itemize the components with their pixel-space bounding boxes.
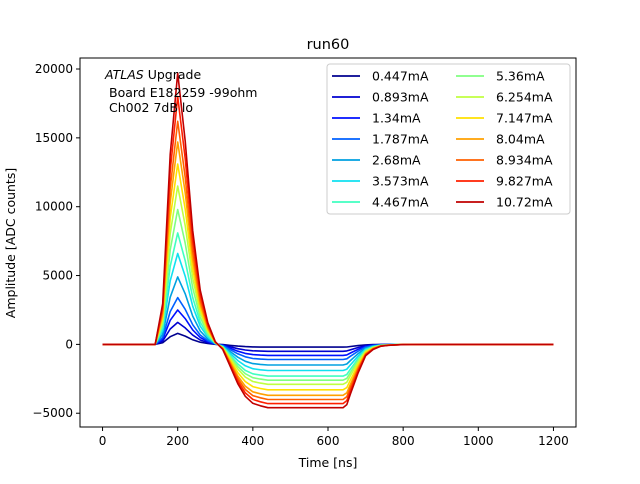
y-axis: −5000 0 5000 10000 15000 20000: [32, 62, 80, 420]
legend-item: 5.36mA: [456, 69, 545, 84]
y-tick-label: 20000: [35, 62, 73, 76]
x-axis: 0 200 400 600 800 1000 1200: [99, 427, 569, 448]
legend-frame: [326, 63, 571, 215]
legend-item: 6.254mA: [456, 90, 553, 105]
legend-item: 10.72mA: [456, 195, 553, 210]
y-tick-label: 15000: [35, 131, 73, 145]
annotation-atlas: ATLAS: [104, 67, 144, 82]
y-tick-label: 5000: [42, 269, 73, 283]
atlas-annotation: ATLAS Upgrade Board E182259 -99ohm Ch002…: [104, 67, 257, 115]
legend-item: 1.34mA: [332, 111, 421, 126]
legend-item: 0.447mA: [332, 69, 429, 84]
legend-label: 1.787mA: [372, 132, 429, 147]
legend-label: 4.467mA: [372, 195, 429, 210]
annotation-upgrade: Upgrade: [144, 67, 202, 82]
annotation-line-2: Board E182259 -99ohm: [109, 85, 257, 100]
y-axis-label: Amplitude [ADC counts]: [3, 168, 18, 318]
legend-label: 0.447mA: [372, 69, 429, 84]
legend-label: 1.34mA: [372, 111, 421, 126]
legend-item: 8.04mA: [456, 132, 545, 147]
legend-item: 7.147mA: [456, 111, 553, 126]
series-group: [102, 72, 554, 409]
x-tick-label: 0: [99, 434, 107, 448]
legend-item: 2.68mA: [332, 153, 421, 168]
legend-item: 4.467mA: [332, 195, 429, 210]
legend-item: 8.934mA: [456, 153, 553, 168]
x-tick-label: 1200: [538, 434, 569, 448]
x-tick-label: 400: [241, 434, 264, 448]
y-tick-label: −5000: [32, 406, 73, 420]
legend: 0.447mA 0.893mA 1.34mA 1.787mA 2.68mA 3.573mA…: [326, 63, 571, 215]
legend-label: 6.254mA: [496, 90, 553, 105]
legend-label: 8.934mA: [496, 153, 553, 168]
y-tick-label: 0: [65, 337, 73, 351]
x-tick-label: 800: [392, 434, 415, 448]
legend-item: 9.827mA: [456, 174, 553, 189]
legend-label: 2.68mA: [372, 153, 421, 168]
chart-title: run60: [307, 37, 350, 53]
annotation-line-3: Ch002 7dB lo: [109, 100, 193, 115]
legend-item: 0.893mA: [332, 90, 429, 105]
legend-label: 10.72mA: [496, 195, 553, 210]
legend-label: 9.827mA: [496, 174, 553, 189]
x-tick-label: 1000: [463, 434, 494, 448]
series-line-14: [102, 72, 554, 409]
legend-label: 3.573mA: [372, 174, 429, 189]
x-axis-label: Time [ns]: [298, 455, 358, 470]
x-tick-label: 200: [166, 434, 189, 448]
legend-label: 7.147mA: [496, 111, 553, 126]
x-tick-label: 600: [317, 434, 340, 448]
legend-item: 3.573mA: [332, 174, 429, 189]
legend-label: 8.04mA: [496, 132, 545, 147]
legend-label: 5.36mA: [496, 69, 545, 84]
y-tick-label: 10000: [35, 200, 73, 214]
legend-item: 1.787mA: [332, 132, 429, 147]
legend-label: 0.893mA: [372, 90, 429, 105]
annotation-line-1: ATLAS Upgrade: [104, 67, 201, 82]
